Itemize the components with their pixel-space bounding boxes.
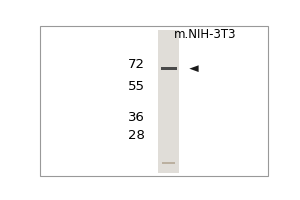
Text: 36: 36 (128, 111, 145, 124)
Text: 55: 55 (128, 80, 145, 93)
Text: 72: 72 (128, 58, 145, 71)
Text: m.NIH-3T3: m.NIH-3T3 (174, 28, 236, 41)
Text: 28: 28 (128, 129, 145, 142)
Bar (163, 162, 175, 164)
Polygon shape (189, 65, 199, 72)
Bar (158, 30, 179, 173)
Bar (161, 67, 177, 70)
